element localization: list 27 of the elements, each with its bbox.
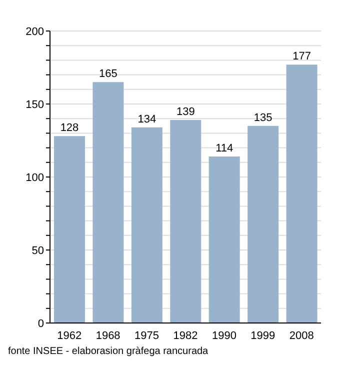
y-tick-label: 200 [26, 26, 44, 38]
x-tick-label: 1968 [96, 330, 120, 342]
data-label: 177 [292, 50, 311, 63]
data-label: 114 [216, 142, 234, 155]
x-tick-label: 1990 [212, 330, 236, 342]
x-tick-label: 2008 [289, 330, 314, 342]
bar [131, 127, 162, 323]
bar [248, 126, 279, 323]
source-note: fonte INSEE - elaborasion gràfega rancurada [8, 346, 208, 357]
data-label: 134 [138, 113, 156, 126]
y-tick-label: 100 [26, 172, 44, 184]
x-tick-label: 1975 [134, 330, 160, 342]
data-label: 135 [254, 112, 272, 124]
bar [54, 136, 85, 323]
bar [208, 156, 240, 323]
data-label: 128 [60, 122, 79, 134]
data-label: 165 [99, 68, 118, 80]
bar [170, 120, 202, 323]
y-tick-label: 150 [26, 98, 44, 111]
data-label: 139 [176, 106, 195, 118]
x-tick-label: 1982 [173, 330, 198, 342]
y-tick-label: 0 [38, 318, 44, 330]
x-tick-label: 1962 [57, 330, 82, 342]
x-tick-label: 1999 [250, 330, 276, 342]
y-tick-label: 50 [32, 244, 44, 257]
bar [92, 82, 124, 323]
bar [286, 64, 318, 323]
